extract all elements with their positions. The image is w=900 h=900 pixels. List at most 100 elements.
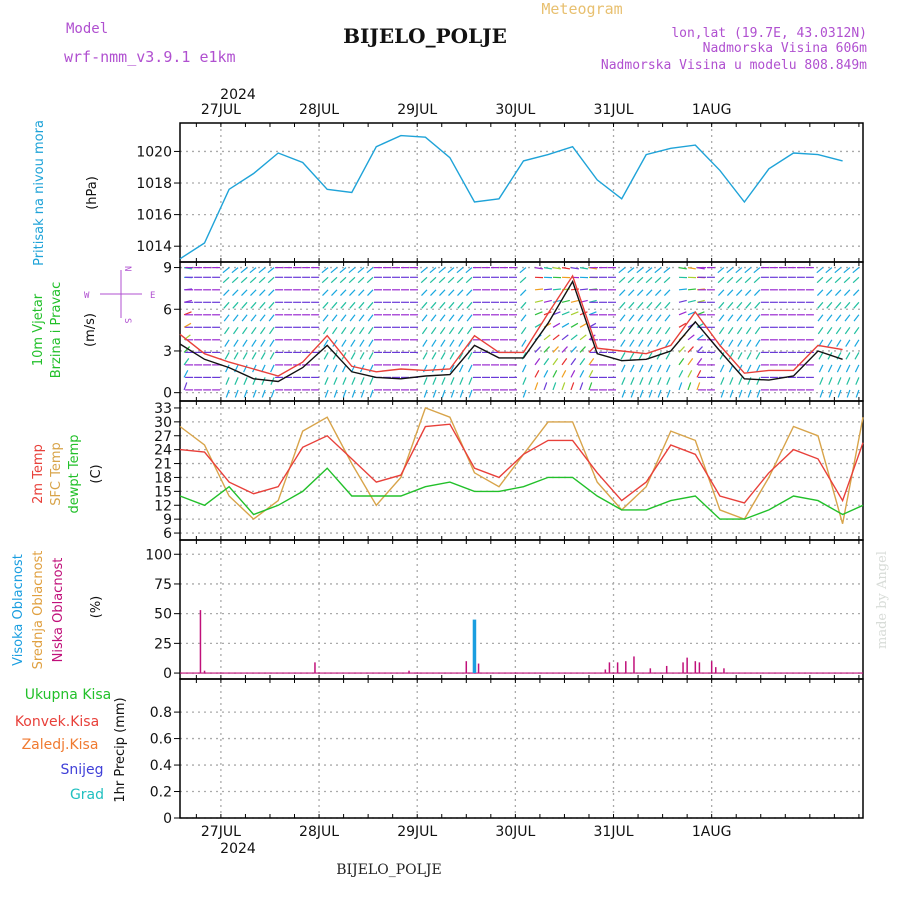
wind-barb bbox=[224, 352, 230, 360]
temp-sfc-label: SFC Temp bbox=[49, 442, 64, 506]
wind-barb bbox=[720, 389, 725, 398]
wind-barb bbox=[737, 352, 743, 360]
wind-barb bbox=[521, 339, 527, 347]
wind-barb bbox=[618, 267, 626, 274]
wind-panel: 0 3 6 9 bbox=[163, 261, 864, 402]
wind-barb bbox=[656, 352, 662, 360]
wind-barb bbox=[422, 339, 428, 347]
wind-barb bbox=[440, 352, 446, 360]
wind-barb bbox=[250, 314, 257, 322]
page-title: BIJELO_POLJE bbox=[343, 24, 507, 48]
wind-barb bbox=[466, 301, 473, 309]
wind-barb bbox=[747, 389, 752, 398]
wind-barb bbox=[448, 301, 455, 309]
wind-barb bbox=[665, 364, 671, 373]
wind-barb bbox=[737, 339, 743, 347]
cloud-low-label: Niska Oblacnost bbox=[51, 558, 66, 663]
wind-barb bbox=[579, 370, 585, 378]
wind-barb bbox=[828, 377, 833, 385]
wind-barb bbox=[656, 364, 662, 373]
wind-barb bbox=[552, 322, 561, 328]
wind-barb bbox=[636, 267, 644, 274]
wind-barb bbox=[719, 352, 725, 360]
wind-barb bbox=[222, 267, 230, 274]
wind-barb bbox=[231, 267, 239, 274]
wind-barb bbox=[647, 364, 653, 373]
wind-barb bbox=[223, 314, 230, 322]
wind-barb bbox=[543, 370, 549, 378]
wind-barb bbox=[232, 301, 239, 309]
product-title: Meteogram bbox=[541, 0, 622, 18]
wind-barb bbox=[746, 352, 752, 360]
wind-barb bbox=[726, 289, 734, 297]
temp-dewpt-label: dewpt Temp bbox=[67, 434, 82, 513]
wind-barb bbox=[430, 301, 437, 309]
wind-barb bbox=[441, 389, 446, 398]
wind-barb bbox=[543, 299, 552, 303]
wind-barb bbox=[620, 339, 626, 347]
wind-barb bbox=[543, 358, 550, 366]
bottom-day-label-28jul: 28JUL bbox=[299, 824, 339, 840]
wind-barb bbox=[349, 289, 356, 297]
wind-barb bbox=[836, 364, 842, 373]
wind-barb bbox=[552, 346, 559, 353]
wind-barb bbox=[843, 276, 851, 284]
wind-barb bbox=[439, 326, 446, 335]
wind-barb bbox=[579, 382, 584, 391]
wind-barb bbox=[250, 301, 257, 309]
wind-barb bbox=[735, 289, 743, 297]
wind-barb bbox=[350, 326, 356, 335]
wind-barb bbox=[333, 389, 338, 398]
wind-barb bbox=[579, 334, 587, 341]
wind-barb bbox=[561, 346, 568, 353]
wind-barb bbox=[753, 276, 761, 284]
wind-barb bbox=[366, 267, 374, 274]
wind-barb bbox=[519, 289, 527, 297]
wind-barb bbox=[341, 364, 347, 373]
wind-barb bbox=[360, 389, 365, 398]
wind-barb bbox=[629, 339, 635, 347]
wind-barb bbox=[845, 364, 851, 373]
y-tick-label: 1014 bbox=[136, 239, 172, 255]
wind-barb bbox=[755, 364, 761, 373]
wind-barb bbox=[561, 334, 569, 341]
wind-barb bbox=[359, 326, 365, 335]
wind-barb bbox=[449, 364, 455, 373]
y-tick-label: 9 bbox=[163, 261, 172, 277]
wind-barb bbox=[429, 276, 437, 284]
wind-barb bbox=[678, 299, 687, 303]
wind-barb bbox=[579, 267, 588, 270]
wind-barb bbox=[340, 301, 347, 309]
wind-barb bbox=[534, 346, 542, 353]
wind-barb bbox=[827, 339, 833, 347]
wind-barb bbox=[755, 339, 761, 347]
wind-barb bbox=[628, 314, 635, 322]
wind-barb bbox=[746, 339, 752, 347]
precip-panel: 0 0.2 0.4 0.6 0.8 bbox=[150, 678, 864, 827]
wind-barb bbox=[342, 377, 347, 385]
wind-barb bbox=[458, 339, 464, 347]
wind-barb bbox=[270, 389, 275, 398]
wind-barb bbox=[543, 288, 553, 291]
wind-barb bbox=[678, 346, 685, 353]
wind-barb bbox=[638, 339, 644, 347]
wind-barb bbox=[358, 301, 365, 309]
wind-barb bbox=[656, 339, 662, 347]
wind-barb bbox=[687, 267, 696, 270]
wind-barb bbox=[845, 352, 851, 360]
y-tick-label: 50 bbox=[154, 607, 172, 623]
wind-barb bbox=[332, 364, 338, 373]
wind-barb bbox=[696, 382, 701, 391]
wind-barb bbox=[837, 377, 842, 385]
wind-barb bbox=[843, 289, 851, 297]
wind-barb bbox=[468, 389, 473, 398]
wind-barb bbox=[249, 276, 257, 284]
pressure-label: Pritisak na nivou mora bbox=[32, 120, 47, 266]
wind-barb bbox=[421, 314, 428, 322]
wind-barb bbox=[223, 289, 230, 297]
t2m-line bbox=[179, 423, 864, 504]
model-label: Model bbox=[66, 21, 108, 37]
wind-barb bbox=[663, 267, 671, 274]
wind-barb bbox=[240, 267, 248, 274]
pressure-unit: (hPa) bbox=[85, 176, 100, 210]
